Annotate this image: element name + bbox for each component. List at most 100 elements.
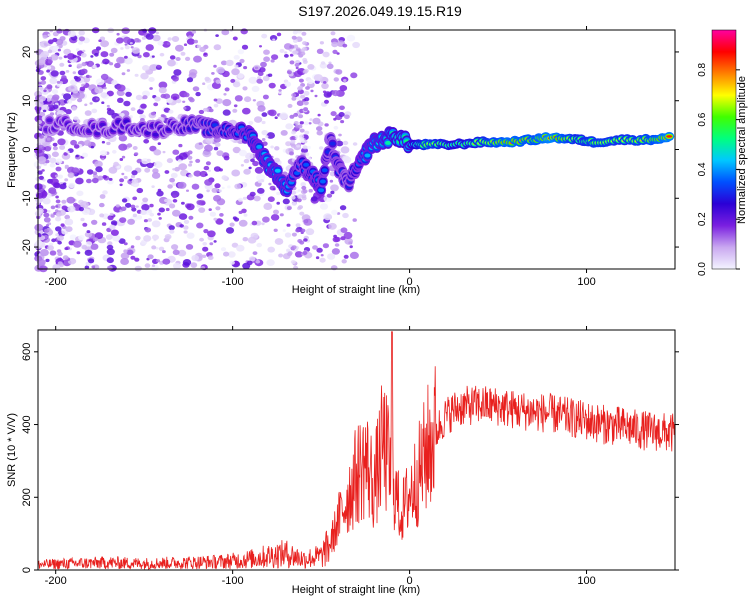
spectrogram-noise-blob: [173, 69, 182, 76]
spectrogram-noise-blob: [84, 249, 93, 256]
spectrogram-noise-blob: [342, 156, 352, 164]
spectrogram-noise-blob: [35, 240, 43, 247]
spectrogram-noise-blob: [43, 89, 47, 93]
spectrogram-noise-blob: [261, 130, 269, 136]
spectrogram-noise-blob: [52, 45, 60, 51]
spectrogram-noise-blob: [136, 187, 144, 194]
spectrogram-noise-blob: [106, 257, 114, 264]
spectrogram-noise-blob: [296, 96, 302, 101]
spectrogram-noise-blob: [153, 102, 159, 107]
spectrogram-noise-blob: [307, 79, 314, 85]
spectrogram-noise-blob: [108, 166, 118, 174]
spectrogram-noise-blob: [78, 207, 84, 212]
spectrogram-noise-blob: [57, 48, 62, 52]
spectrogram-noise-blob: [199, 237, 205, 242]
spectrogram-noise-blob: [291, 96, 297, 101]
spectrogram-noise-blob: [303, 101, 309, 106]
spectrogram-noise-blob: [303, 107, 309, 112]
spectrogram-noise-blob: [127, 218, 135, 225]
spectrogram-noise-blob: [150, 111, 156, 116]
spectrogram-noise-blob: [242, 237, 249, 242]
spectrogram-noise-blob: [62, 255, 69, 260]
spectrogram-noise-blob: [149, 64, 158, 71]
spectrogram-noise-blob: [72, 54, 77, 59]
spectrogram-noise-blob: [203, 52, 207, 56]
spectrogram-noise-blob: [121, 172, 125, 176]
spectrogram-noise-blob: [191, 30, 197, 34]
spectrogram-noise-blob: [55, 233, 59, 237]
spectrogram-noise-blob: [109, 52, 115, 57]
spectrogram-noise-blob: [88, 75, 92, 78]
spectrogram-noise-blob: [298, 114, 304, 119]
spectrogram-noise-blob: [37, 258, 46, 266]
spectrogram-y-tick-label: 0: [21, 146, 33, 152]
spectrogram-noise-blob: [338, 112, 345, 117]
spectrogram-noise-blob: [92, 171, 98, 176]
spectrogram-noise-blob: [208, 169, 211, 172]
spectrogram-noise-blob: [118, 143, 128, 151]
spectrogram-noise-blob: [331, 41, 339, 48]
spectrogram-noise-blob: [232, 216, 237, 220]
spectrogram-noise-blob: [213, 44, 222, 51]
spectrogram-noise-blob: [83, 140, 92, 146]
spectrogram-noise-blob: [299, 134, 305, 139]
spectrogram-noise-blob: [91, 108, 98, 114]
spectrogram-noise-blob: [349, 245, 353, 249]
spectrogram-noise-blob: [124, 57, 133, 65]
spectrogram-noise-blob: [106, 141, 111, 146]
spectrogram-noise-blob: [91, 265, 96, 269]
spectrogram-noise-blob: [57, 240, 62, 245]
spectrogram-noise-blob: [240, 28, 248, 35]
spectrogram-noise-blob: [267, 73, 273, 77]
spectrogram-noise-blob: [261, 33, 268, 39]
spectrogram-noise-blob: [166, 158, 173, 164]
spectrogram-noise-blob: [72, 91, 81, 99]
spectrogram-noise-blob: [169, 203, 176, 209]
spectrogram-noise-blob: [301, 196, 307, 201]
spectrogram-noise-blob: [40, 104, 49, 112]
spectrogram-noise-blob: [312, 117, 321, 125]
spectrogram-noise-blob: [94, 232, 104, 240]
spectrogram-noise-blob: [181, 201, 185, 205]
figure-title: S197.2026.049.19.15.R19: [298, 3, 462, 19]
spectrogram-x-label: Height of straight line (km): [292, 284, 420, 296]
spectrogram-noise-blob: [84, 231, 93, 238]
spectrogram-noise-blob: [106, 248, 115, 256]
spectrogram-ridge-core: [99, 122, 106, 127]
snr-x-ticks: -200 -100 0 100: [45, 326, 596, 587]
spectrogram-noise-blob: [252, 251, 258, 256]
spectrogram-noise-blob: [302, 251, 308, 255]
spectrogram-noise-blob: [267, 196, 275, 202]
spectrogram-noise-blob: [248, 256, 256, 262]
spectrogram-noise-blob: [238, 197, 243, 202]
spectrogram-noise-blob: [298, 78, 304, 83]
spectrogram-noise-blob: [331, 248, 340, 255]
spectrogram-noise-blob: [279, 213, 284, 217]
spectrogram-noise-blob: [221, 186, 225, 190]
snr-x-tick-label: -100: [222, 575, 244, 587]
spectrogram-noise-blob: [335, 69, 343, 75]
spectrogram-noise-blob: [90, 55, 94, 58]
spectrogram-ridge-core: [211, 123, 218, 128]
spectrogram-noise-blob: [59, 62, 65, 67]
spectrogram-noise-blob: [191, 183, 200, 190]
spectrogram-noise-blob: [100, 40, 109, 48]
spectrogram-noise-blob: [157, 212, 161, 216]
spectrogram-noise-blob: [55, 199, 61, 204]
spectrogram-noise-blob: [251, 220, 258, 226]
spectrogram-noise-blob: [229, 260, 235, 265]
spectrogram-noise-blob: [252, 99, 256, 102]
spectrogram-noise-blob: [275, 238, 282, 243]
spectrogram-noise-blob: [259, 45, 262, 48]
spectrogram-noise-blob: [187, 150, 193, 155]
spectrogram-noise-blob: [214, 183, 221, 189]
spectrogram-noise-blob: [308, 122, 312, 125]
spectrogram-noise-blob: [330, 184, 339, 192]
spectrogram-noise-blob: [102, 58, 110, 65]
spectrogram-noise-blob: [172, 168, 176, 171]
spectrogram-noise-blob: [44, 146, 52, 152]
spectrogram-noise-blob: [52, 146, 58, 151]
spectrogram-noise-blob: [257, 71, 264, 76]
spectrogram-noise-blob: [119, 217, 127, 224]
